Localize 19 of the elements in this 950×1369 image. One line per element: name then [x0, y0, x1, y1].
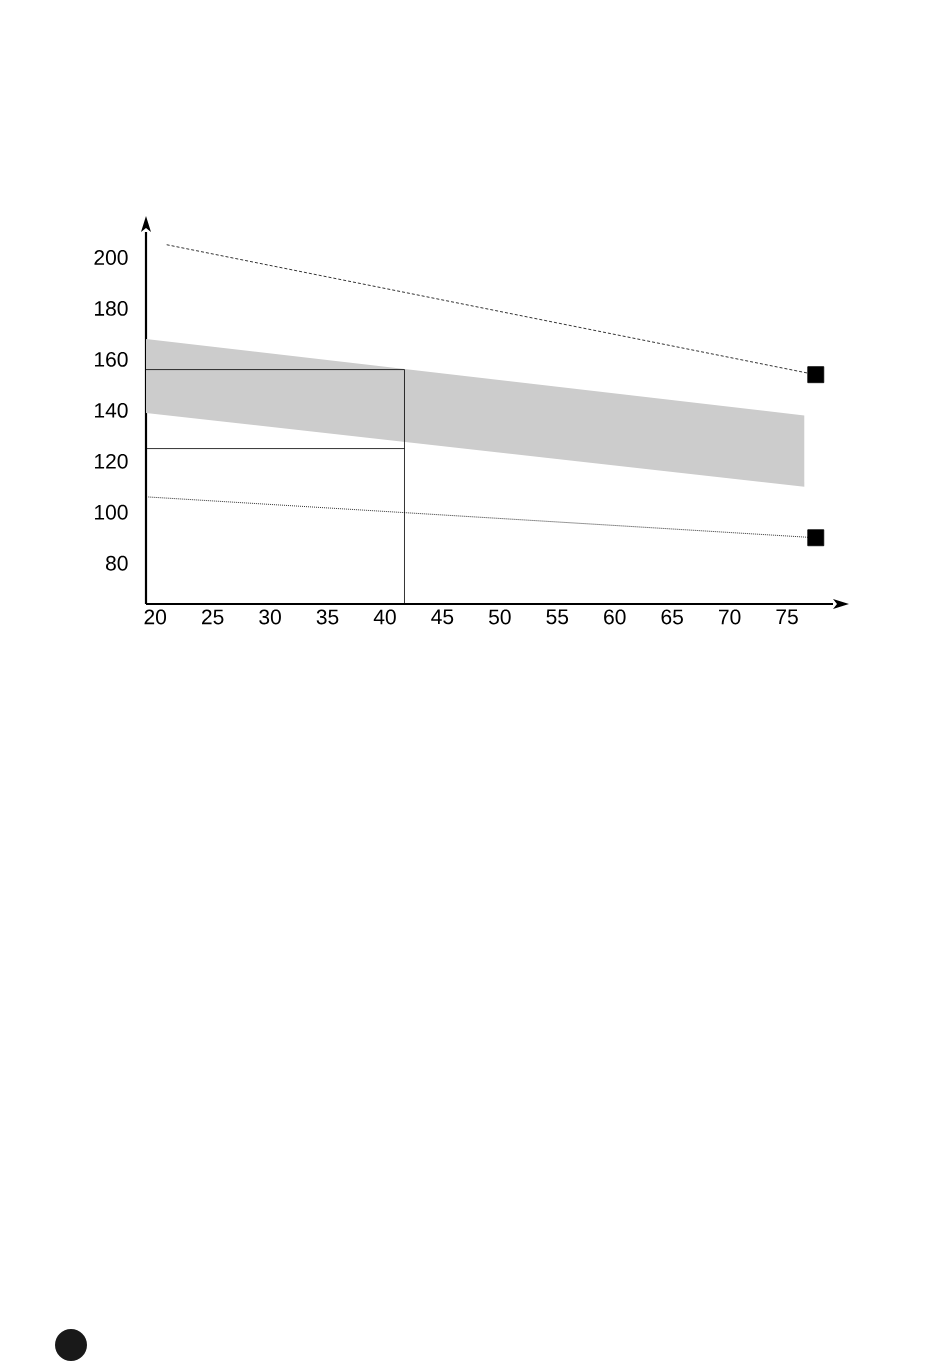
x-tick-label: 65: [661, 609, 683, 625]
x-tick-label: 70: [719, 609, 741, 625]
y-tick-label: 140: [95, 402, 128, 418]
y-tick-label: 100: [95, 504, 128, 520]
x-tick-label: 25: [202, 609, 224, 625]
x-tick-label: 75: [776, 609, 798, 625]
x-tick-label: 30: [259, 609, 281, 625]
x-tick-label: 50: [489, 609, 511, 625]
x-tick-label: 55: [546, 609, 569, 625]
x-tick-label: 35: [316, 609, 339, 625]
y-tick-label: 200: [94, 250, 128, 265]
y-tick-label: 160: [95, 351, 128, 367]
x-tick-label: 45: [431, 609, 454, 625]
x-tick-label: 20: [144, 609, 167, 625]
x-tick-label: 60: [604, 609, 626, 625]
x-tick-label: 40: [373, 609, 396, 625]
y-tick-label: 120: [95, 453, 128, 469]
y-tick-label: 80: [106, 555, 128, 571]
y-tick-label: 180: [95, 301, 128, 316]
